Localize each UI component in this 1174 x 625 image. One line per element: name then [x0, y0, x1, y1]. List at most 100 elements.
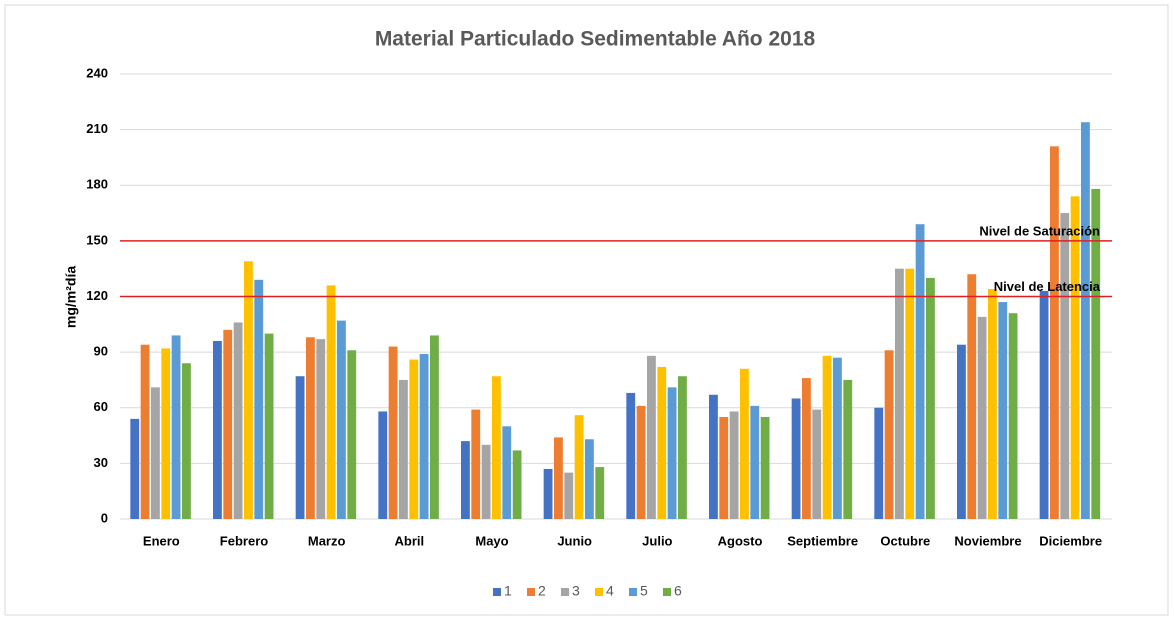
y-tick-label: 210: [86, 121, 108, 136]
bar: [812, 409, 822, 519]
x-tick-label: Septiembre: [787, 533, 858, 548]
bar: [988, 289, 997, 519]
bar: [740, 368, 749, 519]
reference-label: Nivel de Saturación: [979, 223, 1100, 238]
legend-swatch: [629, 588, 637, 596]
bar: [843, 379, 853, 519]
bar: [998, 302, 1008, 519]
bar: [130, 418, 140, 519]
bar: [419, 353, 429, 519]
y-tick-label: 90: [94, 344, 108, 359]
bar: [233, 322, 243, 519]
bar: [636, 405, 646, 519]
x-tick-label: Diciembre: [1039, 533, 1102, 548]
y-tick-label: 60: [94, 399, 108, 414]
bar: [554, 437, 563, 519]
legend-label: 5: [640, 583, 648, 599]
legend-label: 4: [606, 583, 614, 599]
bar: [1060, 213, 1070, 519]
bar: [709, 394, 718, 519]
x-tick-label: Noviembre: [954, 533, 1021, 548]
legend-swatch: [493, 588, 501, 596]
bar: [388, 346, 398, 519]
bar: [337, 320, 346, 519]
legend-label: 3: [572, 583, 580, 599]
bar: [791, 398, 801, 519]
bar: [729, 411, 739, 519]
bar: [678, 376, 687, 519]
bar: [915, 224, 925, 519]
bar: [760, 417, 770, 519]
bar: [399, 379, 408, 519]
y-tick-label: 180: [86, 177, 108, 192]
x-tick-label: Enero: [143, 533, 180, 548]
bar: [833, 357, 842, 519]
bar: [1070, 196, 1080, 519]
bar: [564, 472, 574, 519]
bar: [492, 376, 501, 519]
bar: [543, 468, 553, 519]
bar: [502, 426, 512, 519]
bar: [957, 344, 966, 519]
bar: [171, 335, 181, 519]
legend-label: 2: [538, 583, 546, 599]
bar: [657, 366, 667, 519]
bar: [378, 411, 388, 519]
bar: [667, 387, 677, 519]
bar: [223, 329, 233, 519]
bar: [1050, 146, 1059, 519]
bar: [326, 285, 336, 519]
bar: [822, 355, 832, 519]
bar: [295, 376, 305, 519]
legend-label: 6: [674, 583, 682, 599]
y-tick-label: 30: [94, 455, 108, 470]
legend-swatch: [595, 588, 603, 596]
legend-swatch: [663, 588, 671, 596]
bar: [905, 268, 915, 519]
bar: [316, 339, 326, 519]
chart-title: Material Particulado Sedimentable Año 20…: [375, 28, 816, 51]
y-tick-label: 240: [86, 65, 108, 80]
x-tick-label: Agosto: [718, 533, 763, 548]
bar: [461, 441, 470, 519]
reference-label: Nivel de Latencia: [994, 279, 1101, 294]
x-tick-label: Octubre: [880, 533, 930, 548]
legend-swatch: [527, 588, 535, 596]
legend-label: 1: [504, 583, 512, 599]
bar: [802, 378, 811, 519]
bar: [967, 274, 977, 519]
bar: [306, 337, 315, 519]
bar: [481, 444, 491, 519]
x-tick-label: Marzo: [308, 533, 346, 548]
bar: [347, 350, 357, 519]
bar: [895, 268, 904, 519]
bar: [430, 335, 439, 519]
bar: [574, 415, 584, 519]
bar: [512, 450, 522, 519]
bar: [213, 341, 222, 519]
bar: [874, 407, 884, 519]
bar: [151, 387, 160, 519]
bar: [926, 277, 935, 519]
x-tick-label: Mayo: [475, 533, 508, 548]
bar: [585, 439, 594, 519]
bar: [1039, 290, 1049, 519]
bar: [595, 467, 605, 519]
x-tick-label: Junio: [557, 533, 592, 548]
x-tick-label: Julio: [642, 533, 672, 548]
bar: [1091, 188, 1101, 520]
bar: [244, 261, 253, 519]
bar: [161, 348, 171, 519]
bar: [182, 363, 191, 519]
x-tick-label: Febrero: [220, 533, 268, 548]
x-tick-label: Abril: [395, 533, 425, 548]
bar: [264, 333, 274, 519]
bar: [140, 344, 150, 519]
y-tick-label: 120: [86, 288, 108, 303]
bar: [409, 359, 419, 519]
bar: [1081, 122, 1090, 519]
bar: [750, 405, 760, 519]
bar: [471, 409, 481, 519]
bar: [626, 392, 636, 519]
